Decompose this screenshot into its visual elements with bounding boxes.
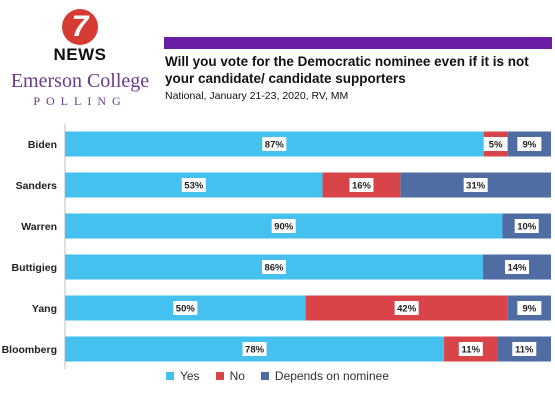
legend-swatch-yes bbox=[165, 372, 174, 380]
data-label-box bbox=[458, 342, 483, 356]
data-label-box bbox=[517, 301, 542, 315]
category-label: Biden bbox=[28, 139, 57, 151]
data-label: 16% bbox=[352, 181, 372, 192]
legend-label-no: No bbox=[229, 369, 245, 383]
data-label-box bbox=[517, 137, 542, 151]
data-label-box bbox=[173, 301, 198, 315]
station-number: 7 bbox=[71, 10, 89, 43]
data-label: 9% bbox=[522, 304, 536, 315]
legend-item-yes: Yes bbox=[165, 369, 200, 383]
chart-subtitle: National, January 21-23, 2020, RV, MM bbox=[165, 90, 349, 102]
org-name: Emerson College bbox=[10, 70, 150, 92]
legend-swatch-depends bbox=[260, 372, 269, 380]
legend-label-yes: Yes bbox=[179, 369, 200, 383]
data-label: 11% bbox=[515, 345, 534, 356]
category-label: Buttigieg bbox=[12, 262, 58, 274]
category-label: Warren bbox=[21, 221, 57, 233]
station-name: NEWS bbox=[53, 45, 107, 64]
station-logo-icon: 7 bbox=[62, 9, 98, 45]
data-label: 10% bbox=[517, 222, 537, 233]
data-label: 78% bbox=[245, 345, 265, 356]
data-label-box bbox=[242, 342, 267, 356]
data-label: 53% bbox=[184, 181, 204, 192]
org-sub: POLLING bbox=[33, 94, 127, 108]
data-label: 90% bbox=[274, 222, 294, 233]
data-label-box bbox=[512, 342, 537, 356]
data-label: 86% bbox=[264, 263, 284, 274]
data-label-box bbox=[483, 137, 508, 151]
data-label: 9% bbox=[522, 140, 536, 151]
data-label: 5% bbox=[489, 140, 503, 151]
legend-label-depends: Depends on nominee bbox=[274, 369, 389, 383]
data-label: 87% bbox=[265, 140, 285, 151]
data-label: 31% bbox=[466, 181, 486, 192]
data-label-box bbox=[514, 219, 539, 233]
data-label-box bbox=[504, 260, 529, 274]
legend: Yes No Depends on nominee bbox=[0, 369, 555, 383]
category-label: Bloomberg bbox=[2, 344, 57, 356]
chart-title: Will you vote for the Democratic nominee… bbox=[165, 54, 529, 86]
title-bar bbox=[164, 37, 552, 49]
data-label-box bbox=[349, 178, 374, 192]
legend-item-depends: Depends on nominee bbox=[260, 369, 389, 383]
data-label-box bbox=[261, 260, 286, 274]
data-label-box bbox=[394, 301, 419, 315]
data-label-box bbox=[262, 137, 287, 151]
category-label: Yang bbox=[32, 303, 57, 315]
legend-swatch-no bbox=[215, 372, 224, 380]
data-label: 50% bbox=[176, 304, 196, 315]
data-label-box bbox=[181, 178, 206, 192]
data-label-box bbox=[463, 178, 488, 192]
data-label-box bbox=[271, 219, 296, 233]
data-label: 42% bbox=[397, 304, 417, 315]
data-label: 11% bbox=[462, 345, 481, 356]
legend-item-no: No bbox=[215, 369, 245, 383]
category-label: Sanders bbox=[16, 180, 58, 192]
data-label: 14% bbox=[507, 263, 527, 274]
